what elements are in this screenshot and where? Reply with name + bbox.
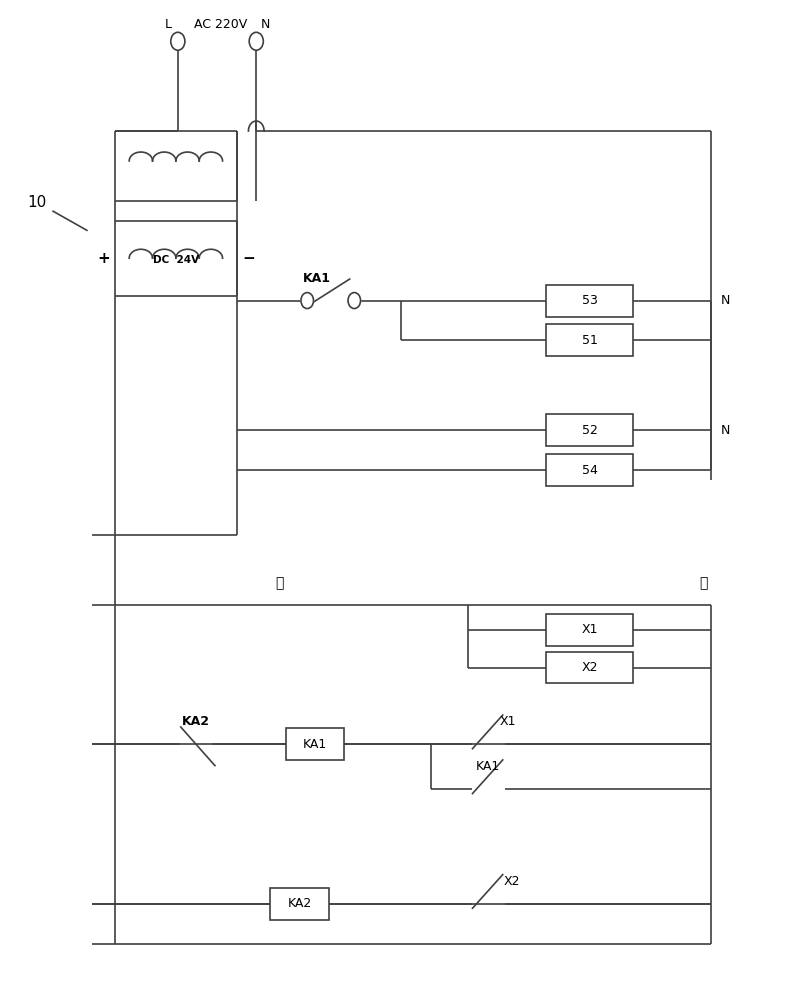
Text: KA1: KA1 — [303, 738, 327, 751]
Text: −: − — [242, 251, 255, 266]
Text: X2: X2 — [582, 661, 598, 674]
Text: 兰: 兰 — [699, 576, 708, 590]
FancyBboxPatch shape — [546, 414, 633, 446]
Text: X1: X1 — [500, 715, 515, 728]
Text: KA2: KA2 — [182, 715, 210, 728]
Text: AC 220V: AC 220V — [194, 18, 248, 31]
Text: +: + — [97, 251, 109, 266]
Text: N: N — [721, 424, 730, 437]
Text: L: L — [165, 18, 172, 31]
FancyBboxPatch shape — [546, 454, 633, 486]
Text: 51: 51 — [582, 334, 597, 347]
Text: KA1: KA1 — [303, 272, 331, 285]
Circle shape — [249, 32, 264, 50]
Text: 53: 53 — [582, 294, 597, 307]
Circle shape — [171, 32, 185, 50]
FancyBboxPatch shape — [546, 652, 633, 683]
Circle shape — [301, 293, 313, 309]
Text: X1: X1 — [582, 623, 598, 636]
Text: N: N — [261, 18, 271, 31]
FancyBboxPatch shape — [546, 285, 633, 317]
Text: KA1: KA1 — [476, 760, 500, 773]
Text: 52: 52 — [582, 424, 597, 437]
FancyBboxPatch shape — [270, 888, 329, 920]
Text: 10: 10 — [27, 195, 46, 210]
Text: DC  24V: DC 24V — [153, 255, 199, 265]
Circle shape — [348, 293, 360, 309]
FancyBboxPatch shape — [546, 614, 633, 646]
FancyBboxPatch shape — [546, 324, 633, 356]
FancyBboxPatch shape — [286, 728, 345, 760]
Text: 棕: 棕 — [275, 576, 284, 590]
Text: KA2: KA2 — [287, 897, 312, 910]
Text: X2: X2 — [504, 875, 519, 888]
Text: N: N — [721, 294, 730, 307]
Text: 54: 54 — [582, 464, 597, 477]
